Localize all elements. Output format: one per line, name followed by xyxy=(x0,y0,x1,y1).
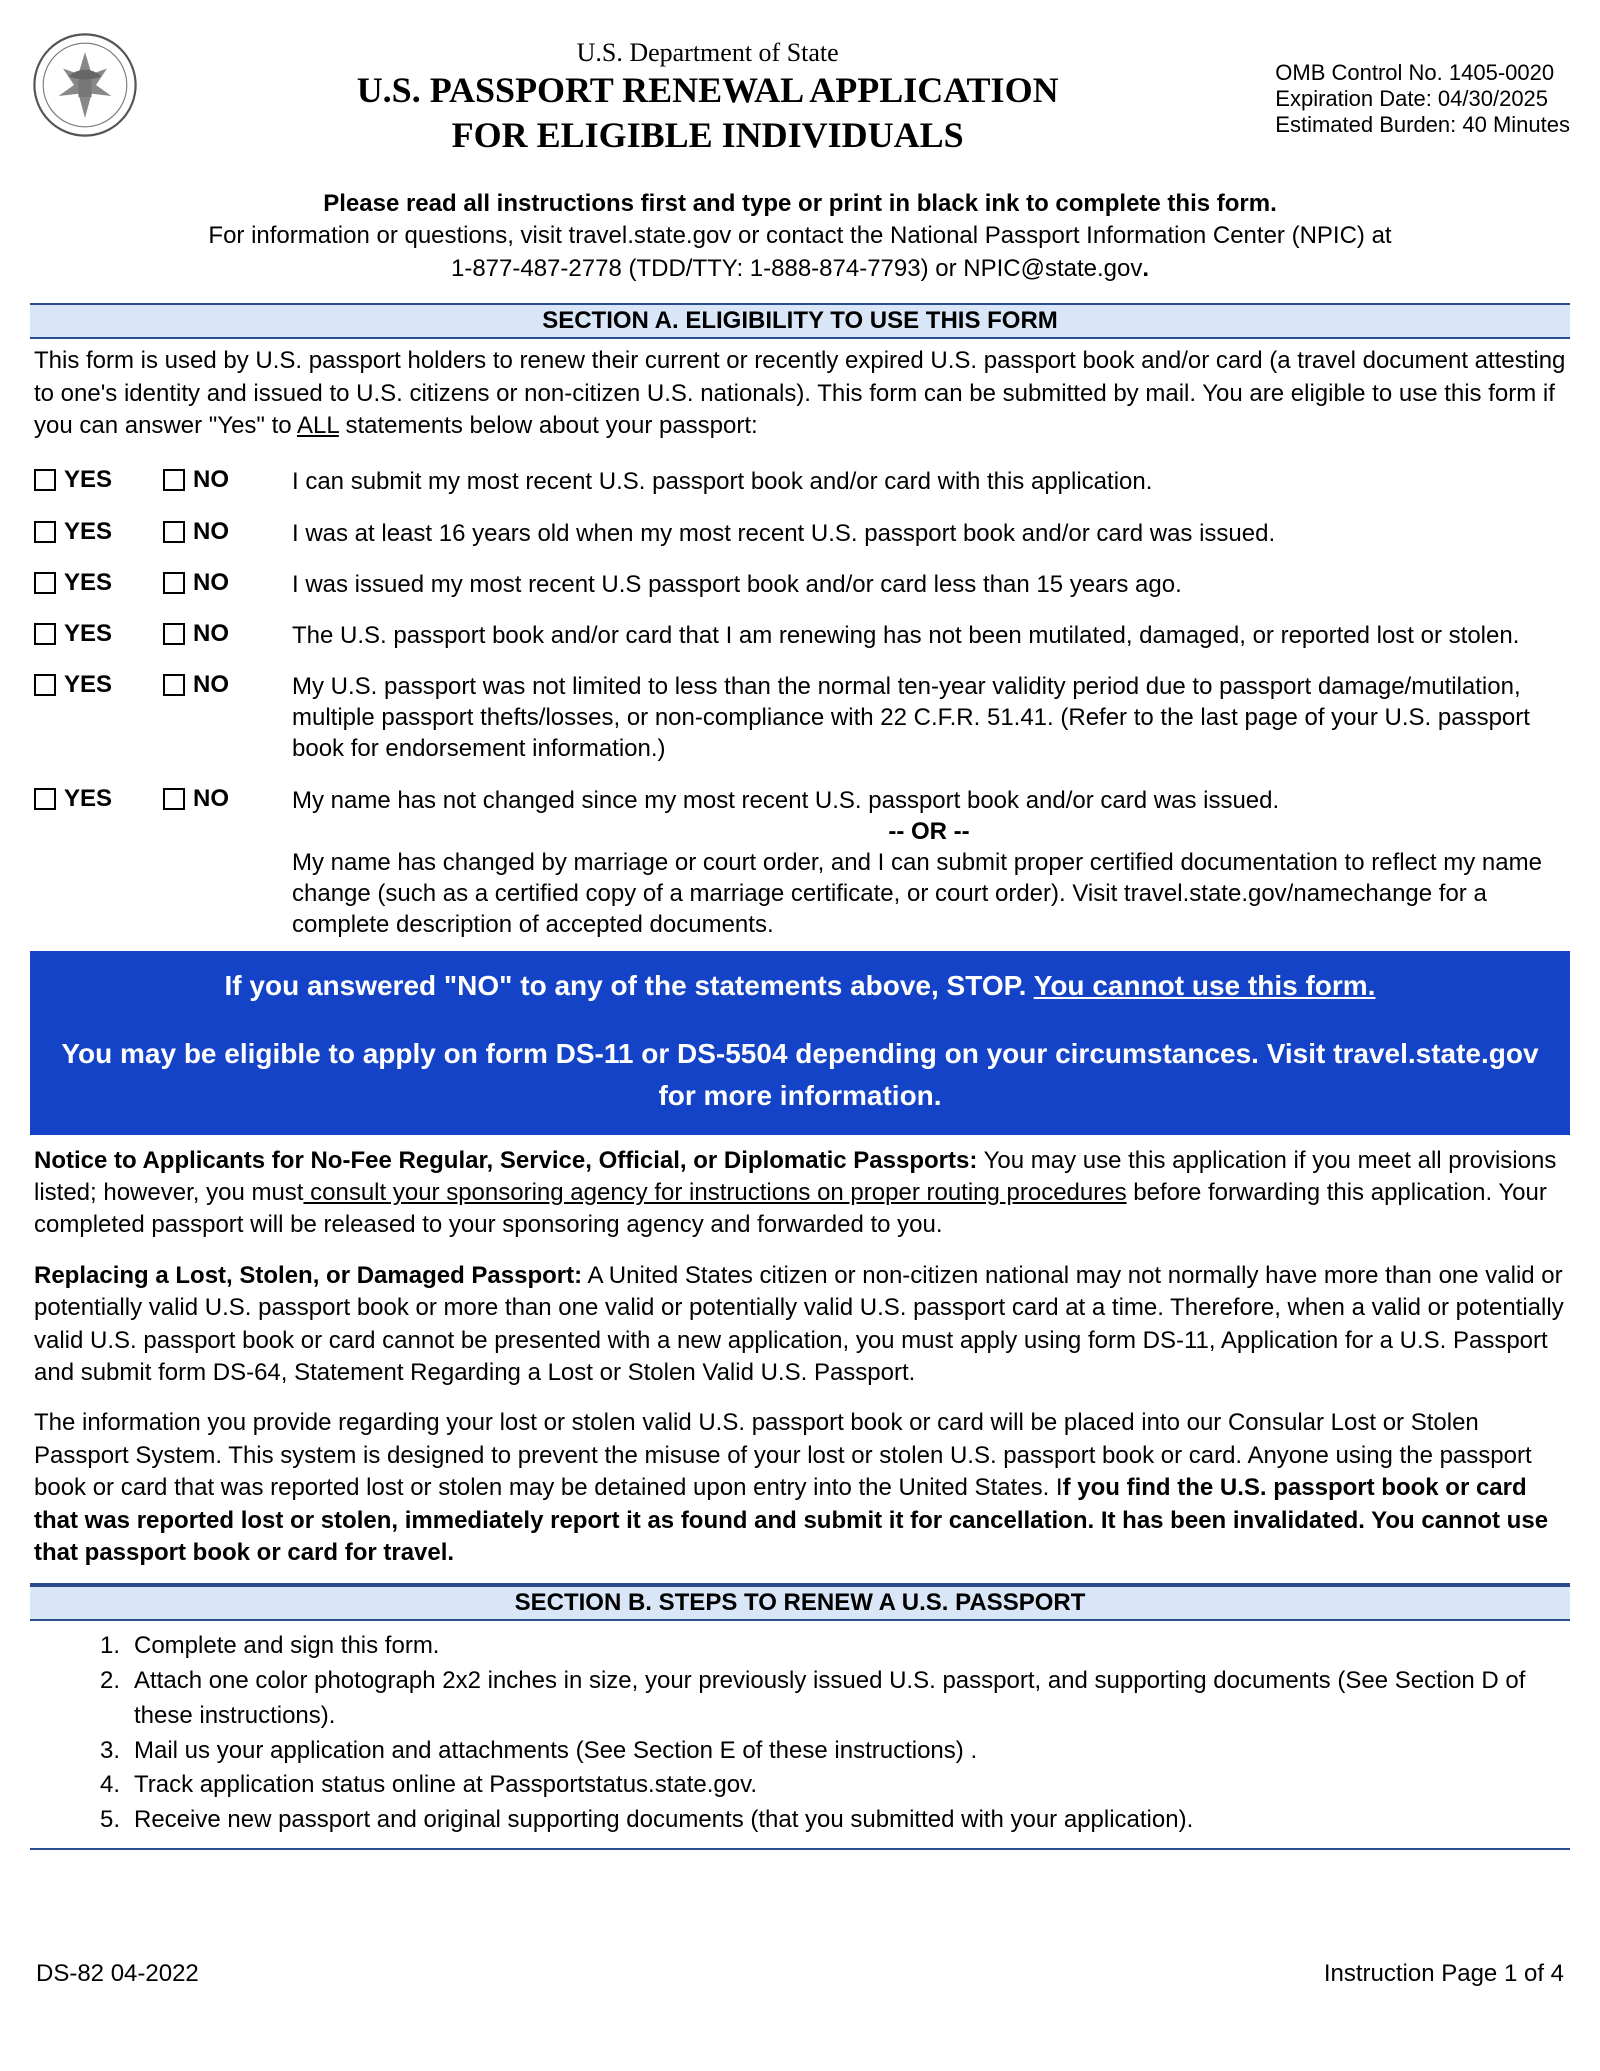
notice-consular-system: The information you provide regarding yo… xyxy=(34,1407,1566,1569)
no-cell: NO xyxy=(163,785,268,813)
notice-lost-stolen: Replacing a Lost, Stolen, or Damaged Pas… xyxy=(34,1260,1566,1390)
banner-line2: You may be eligible to apply on form DS-… xyxy=(60,1033,1540,1117)
checkbox-no-2[interactable] xyxy=(163,521,185,543)
checkbox-no-4[interactable] xyxy=(163,623,185,645)
eligibility-row-1: YES NO I can submit my most recent U.S. … xyxy=(30,456,1570,507)
no-cell: NO xyxy=(163,518,268,546)
step-4: 4.Track application status online at Pas… xyxy=(90,1768,1566,1803)
question-1: I can submit my most recent U.S. passpor… xyxy=(292,466,1566,497)
form-number: DS-82 04-2022 xyxy=(36,1960,199,1988)
step-1: 1.Complete and sign this form. xyxy=(90,1629,1566,1664)
yes-cell: YES xyxy=(34,785,139,813)
title-block: U.S. Department of State U.S. PASSPORT R… xyxy=(160,30,1255,158)
intro-line2: For information or questions, visit trav… xyxy=(30,220,1570,252)
state-department-seal-icon xyxy=(30,30,140,140)
header-row: U.S. Department of State U.S. PASSPORT R… xyxy=(30,30,1570,158)
estimated-burden: Estimated Burden: 40 Minutes xyxy=(1275,112,1570,138)
checkbox-yes-5[interactable] xyxy=(34,674,56,696)
checkbox-no-3[interactable] xyxy=(163,572,185,594)
no-cell: NO xyxy=(163,620,268,648)
section-a-preamble: This form is used by U.S. passport holde… xyxy=(30,339,1570,446)
eligibility-row-5: YES NO My U.S. passport was not limited … xyxy=(30,661,1570,775)
checkbox-yes-4[interactable] xyxy=(34,623,56,645)
page-number: Instruction Page 1 of 4 xyxy=(1324,1960,1564,1988)
checkbox-yes-6[interactable] xyxy=(34,788,56,810)
checkbox-no-1[interactable] xyxy=(163,469,185,491)
expiration-date: Expiration Date: 04/30/2025 xyxy=(1275,86,1570,112)
section-a-heading: SECTION A. ELIGIBILITY TO USE THIS FORM xyxy=(30,303,1570,339)
omb-control-number: OMB Control No. 1405-0020 xyxy=(1275,60,1570,86)
checkbox-yes-1[interactable] xyxy=(34,469,56,491)
form-title-line1: U.S. PASSPORT RENEWAL APPLICATION xyxy=(160,68,1255,113)
intro-instructions: Please read all instructions first and t… xyxy=(30,188,1570,285)
no-cell: NO xyxy=(163,671,268,699)
or-divider: -- OR -- xyxy=(292,816,1566,847)
yes-cell: YES xyxy=(34,518,139,546)
eligibility-row-2: YES NO I was at least 16 years old when … xyxy=(30,508,1570,559)
question-4: The U.S. passport book and/or card that … xyxy=(292,620,1566,651)
page-footer: DS-82 04-2022 Instruction Page 1 of 4 xyxy=(30,1960,1570,1988)
yes-cell: YES xyxy=(34,671,139,699)
eligibility-row-6: YES NO My name has not changed since my … xyxy=(30,775,1570,951)
step-2: 2.Attach one color photograph 2x2 inches… xyxy=(90,1664,1566,1734)
banner-line1: If you answered "NO" to any of the state… xyxy=(60,965,1540,1007)
checkbox-no-6[interactable] xyxy=(163,788,185,810)
question-5: My U.S. passport was not limited to less… xyxy=(292,671,1566,765)
checkbox-yes-2[interactable] xyxy=(34,521,56,543)
stop-banner: If you answered "NO" to any of the state… xyxy=(30,951,1570,1135)
notices-block: Notice to Applicants for No-Fee Regular,… xyxy=(30,1135,1570,1586)
intro-line3: 1-877-487-2778 (TDD/TTY: 1-888-874-7793)… xyxy=(30,253,1570,285)
question-3: I was issued my most recent U.S passport… xyxy=(292,569,1566,600)
eligibility-row-4: YES NO The U.S. passport book and/or car… xyxy=(30,610,1570,661)
no-cell: NO xyxy=(163,569,268,597)
yes-cell: YES xyxy=(34,620,139,648)
notice-no-fee: Notice to Applicants for No-Fee Regular,… xyxy=(34,1145,1566,1242)
omb-info: OMB Control No. 1405-0020 Expiration Dat… xyxy=(1275,30,1570,138)
yes-cell: YES xyxy=(34,466,139,494)
intro-bold-line: Please read all instructions first and t… xyxy=(30,188,1570,220)
yes-cell: YES xyxy=(34,569,139,597)
department-name: U.S. Department of State xyxy=(160,38,1255,68)
step-5: 5.Receive new passport and original supp… xyxy=(90,1803,1566,1838)
question-6: My name has not changed since my most re… xyxy=(292,785,1566,941)
form-title-line2: FOR ELIGIBLE INDIVIDUALS xyxy=(160,113,1255,158)
no-cell: NO xyxy=(163,466,268,494)
section-b-heading: SECTION B. STEPS TO RENEW A U.S. PASSPOR… xyxy=(30,1585,1570,1621)
eligibility-questions: YES NO I can submit my most recent U.S. … xyxy=(30,456,1570,950)
question-2: I was at least 16 years old when my most… xyxy=(292,518,1566,549)
step-3: 3.Mail us your application and attachmen… xyxy=(90,1734,1566,1769)
eligibility-row-3: YES NO I was issued my most recent U.S p… xyxy=(30,559,1570,610)
checkbox-no-5[interactable] xyxy=(163,674,185,696)
steps-list: 1.Complete and sign this form. 2.Attach … xyxy=(30,1621,1570,1850)
checkbox-yes-3[interactable] xyxy=(34,572,56,594)
